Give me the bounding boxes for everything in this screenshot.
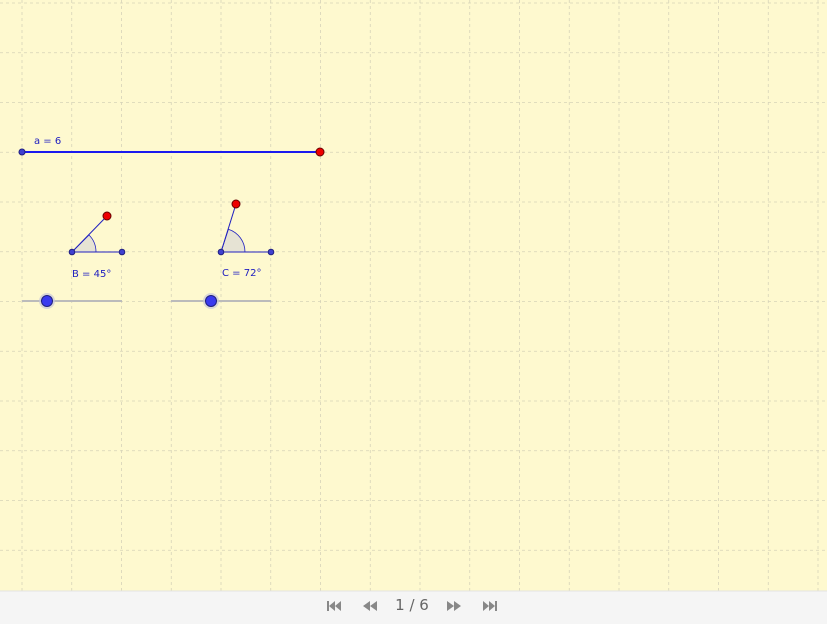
angle-label: B = 45° <box>72 269 111 280</box>
ray <box>220 203 237 253</box>
grid <box>0 0 827 591</box>
slider-knob[interactable] <box>41 295 53 307</box>
point[interactable] <box>102 211 112 221</box>
point <box>267 248 275 256</box>
previous-button[interactable] <box>363 601 377 611</box>
angle-label: C = 72° <box>222 268 261 279</box>
point <box>118 248 126 256</box>
point <box>18 148 26 156</box>
last-button[interactable] <box>483 601 497 611</box>
segment-label: a = 6 <box>34 136 61 147</box>
first-button[interactable] <box>327 601 341 611</box>
next-button[interactable] <box>447 601 461 611</box>
point[interactable] <box>231 199 241 209</box>
ray <box>71 215 108 253</box>
point[interactable] <box>315 147 325 157</box>
point <box>68 248 76 256</box>
point <box>217 248 225 256</box>
page-indicator: 1 / 6 <box>395 596 429 614</box>
navigation-bar <box>0 591 827 624</box>
graphics-view <box>0 0 827 591</box>
slider-knob[interactable] <box>205 295 217 307</box>
